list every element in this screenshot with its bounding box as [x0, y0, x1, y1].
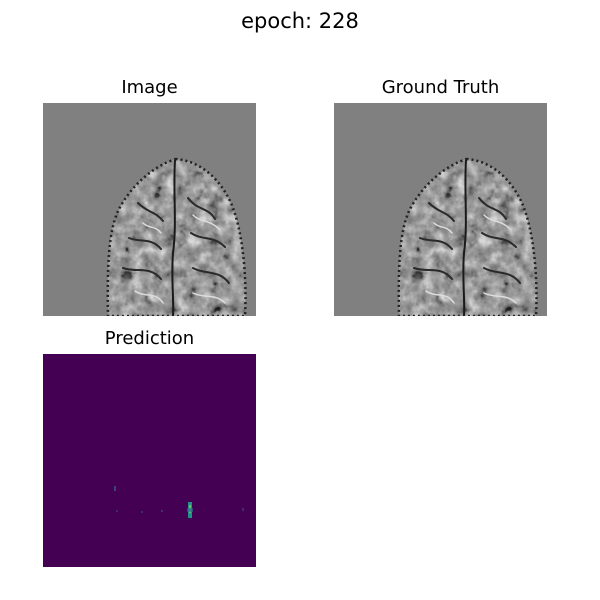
prediction-heatmap	[43, 354, 256, 567]
heatmap-hotspot-halo	[187, 508, 193, 512]
image-panel	[43, 103, 256, 316]
mri-slice-image	[43, 103, 256, 316]
panel-title-image: Image	[121, 77, 178, 98]
prediction-panel	[43, 354, 256, 567]
figure-title: epoch: 228	[241, 9, 359, 33]
mri-slice-ground-truth	[334, 103, 547, 316]
heatmap-spot	[114, 486, 116, 491]
ground-truth-panel	[334, 103, 547, 316]
panel-title-ground-truth: Ground Truth	[381, 77, 500, 98]
heatmap-spot	[141, 511, 143, 513]
heatmap-spot	[242, 508, 244, 511]
heatmap-spot	[161, 510, 163, 512]
panel-title-prediction: Prediction	[104, 328, 195, 349]
heatmap-spot	[116, 510, 118, 512]
